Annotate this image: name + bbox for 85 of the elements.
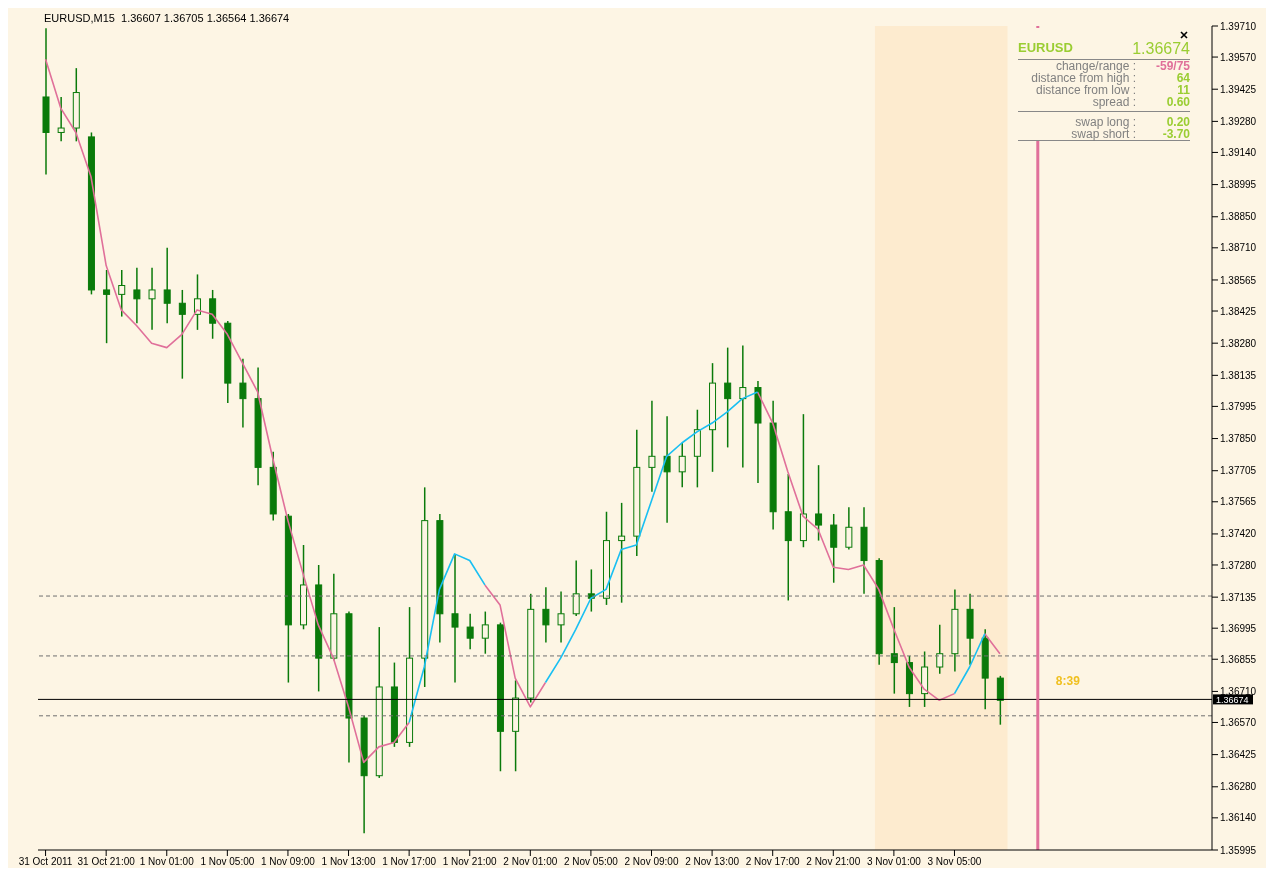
annotation: 11 bbox=[1176, 83, 1190, 97]
y-tick-label: 1.37850 bbox=[1220, 433, 1257, 445]
annotation: 1.36674 bbox=[1132, 40, 1190, 58]
candlestick bbox=[193, 273, 201, 331]
annotation: swap long : bbox=[1074, 115, 1136, 129]
y-tick-label: 1.37705 bbox=[1220, 465, 1257, 477]
y-tick-label: 1.36855 bbox=[1220, 653, 1257, 665]
y-tick-label: 1.39280 bbox=[1220, 115, 1257, 127]
x-tick-label: 3 Nov 05:00 bbox=[927, 856, 982, 868]
candlestick bbox=[103, 269, 111, 344]
y-tick-label: 1.38565 bbox=[1220, 274, 1257, 286]
x-tick-label: 3 Nov 01:00 bbox=[866, 856, 922, 868]
candlestick bbox=[451, 553, 459, 684]
candlestick bbox=[178, 289, 186, 380]
x-tick-label: 1 Nov 21:00 bbox=[442, 856, 498, 868]
y-tick-label: 1.36425 bbox=[1220, 749, 1257, 761]
x-tick-label: 1 Nov 17:00 bbox=[382, 856, 437, 868]
candlestick bbox=[648, 400, 656, 493]
annotation: 0.60 bbox=[1165, 95, 1190, 109]
x-tick-label: 2 Nov 21:00 bbox=[806, 856, 861, 868]
candlestick bbox=[845, 506, 853, 551]
candlestick bbox=[739, 344, 747, 469]
y-tick-label: 1.39570 bbox=[1220, 51, 1257, 63]
annotation: distance from high : bbox=[1030, 71, 1136, 85]
candlestick bbox=[830, 513, 838, 584]
annotation: distance from low : bbox=[1034, 83, 1136, 97]
candlestick bbox=[724, 346, 732, 449]
y-tick-label: 1.38425 bbox=[1220, 305, 1257, 317]
y-tick-label: 1.37565 bbox=[1220, 496, 1257, 508]
annotation: -59/75 bbox=[1154, 59, 1190, 73]
annotation: EURUSD bbox=[1018, 40, 1073, 57]
candlestick bbox=[890, 606, 898, 695]
candlestick bbox=[133, 267, 141, 324]
candlestick bbox=[618, 502, 626, 604]
candlestick bbox=[815, 464, 823, 542]
y-tick-label: 1.38710 bbox=[1220, 242, 1257, 254]
y-tick-label: 1.38135 bbox=[1220, 369, 1257, 381]
candlestick bbox=[466, 613, 474, 651]
annotation: -3.70 bbox=[1161, 127, 1190, 141]
y-tick-label: 1.39710 bbox=[1220, 20, 1257, 32]
y-tick-label: 1.36995 bbox=[1220, 622, 1257, 634]
candlestick bbox=[239, 357, 247, 429]
y-tick-label: 1.38850 bbox=[1220, 211, 1257, 223]
x-tick-label: 1 Nov 13:00 bbox=[321, 856, 376, 868]
x-tick-label: 2 Nov 09:00 bbox=[624, 856, 679, 868]
y-tick-label: 1.37420 bbox=[1220, 528, 1257, 540]
candlestick bbox=[663, 415, 671, 524]
candlestick bbox=[542, 586, 550, 644]
y-tick-label: 1.36280 bbox=[1220, 781, 1257, 793]
y-tick-label: 1.39140 bbox=[1220, 146, 1257, 158]
x-tick-label: 2 Nov 01:00 bbox=[503, 856, 558, 868]
y-tick-label: 1.39425 bbox=[1220, 83, 1257, 95]
x-tick-label: 2 Nov 17:00 bbox=[745, 856, 801, 868]
y-tick-label: 1.37135 bbox=[1220, 591, 1257, 603]
candlestick bbox=[118, 269, 126, 318]
candlestick bbox=[936, 624, 944, 675]
y-tick-label: 1.36570 bbox=[1220, 717, 1257, 729]
x-tick-label: 2 Nov 05:00 bbox=[563, 856, 619, 868]
candlestick bbox=[148, 267, 156, 331]
y-tick-label: 1.38280 bbox=[1220, 337, 1257, 349]
candlestick bbox=[996, 675, 1004, 726]
y-tick-label: 1.37280 bbox=[1220, 559, 1257, 571]
y-tick-label: 1.38995 bbox=[1220, 179, 1257, 191]
candlestick bbox=[57, 96, 65, 143]
y-tick-label: 1.37995 bbox=[1220, 400, 1257, 412]
candlestick bbox=[572, 559, 580, 617]
y-tick-label: 1.35995 bbox=[1220, 844, 1257, 856]
annotation: 0.20 bbox=[1165, 115, 1190, 129]
annotation: 64 bbox=[1175, 71, 1190, 85]
candlestick bbox=[163, 247, 171, 324]
annotation: spread : bbox=[1091, 95, 1136, 109]
annotation: change/range : bbox=[1055, 59, 1136, 73]
x-tick-label: 31 Oct 21:00 bbox=[77, 856, 136, 868]
y-tick-label: 1.36140 bbox=[1220, 812, 1257, 824]
candlestick bbox=[481, 610, 489, 655]
x-tick-label: 31 Oct 2011 bbox=[18, 856, 73, 868]
candlestick bbox=[678, 442, 686, 489]
chart-title: EURUSD,M15 1.36607 1.36705 1.36564 1.36674 bbox=[43, 12, 291, 24]
x-tick-label: 1 Nov 05:00 bbox=[200, 856, 255, 868]
candlestick bbox=[557, 590, 565, 644]
ref-line-label: 1.36674 bbox=[1216, 694, 1249, 705]
x-tick-label: 1 Nov 09:00 bbox=[260, 856, 316, 868]
x-tick-label: 1 Nov 01:00 bbox=[139, 856, 195, 868]
ref-line-label: 8:39 bbox=[1055, 674, 1081, 689]
x-tick-label: 2 Nov 13:00 bbox=[685, 856, 740, 868]
